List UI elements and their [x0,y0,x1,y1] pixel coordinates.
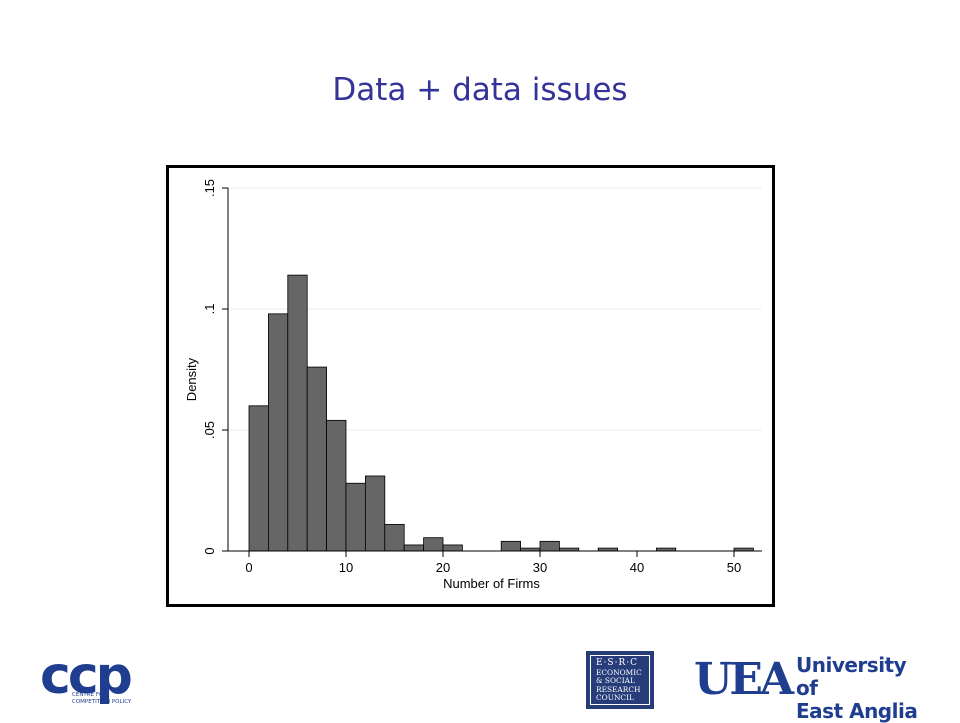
y-tick-label-0: 0 [202,547,217,554]
y-axis-title: Density [184,357,199,401]
ccp-subtitle-line-1: CENTRE FOR [72,692,108,698]
slide-title: Data + data issues [332,72,628,108]
esrc-logo-line-5: COUNCIL [596,693,634,703]
histogram-bar-13 [539,540,560,552]
ccp-logo-subtitle: CENTRE FOR COMPETITION POLICY [72,692,152,706]
x-tick-label-2: 20 [436,560,450,575]
axis-labels: 0 10 20 30 40 50 0 .05 .1 .15 Number of Firms Densi… [184,179,741,591]
y-tick-label-1: .05 [202,421,217,439]
ccp-logo-letters: ccp [40,646,133,706]
histogram-bar-8 [403,544,424,552]
x-tick-label-4: 40 [630,560,644,575]
histogram-bar-2 [287,274,308,552]
ccp-logo: ccp CENTRE FOR COMPETITION POLICY [40,646,152,714]
uea-logo-mark: UEA [694,654,794,705]
histogram-bar-9 [423,537,444,552]
uea-logo-name: University of East Anglia [796,654,924,723]
x-tick-label-5: 50 [727,560,741,575]
ccp-subtitle-line-2: COMPETITION POLICY [72,699,132,705]
uea-name-line-1: University of [796,653,907,700]
esrc-logo-line-2: ECONOMIC [596,667,642,677]
esrc-logo-line-4: RESEARCH [596,684,641,694]
histogram-bar-3 [306,366,327,552]
histogram-bar-11 [500,540,522,552]
y-tick-label-2: .1 [202,304,217,315]
axes [222,187,762,557]
histogram-chart: 0 10 20 30 40 50 0 .05 .1 .15 Number of Firms Densi… [184,179,762,591]
x-tick-label-0: 0 [245,560,252,575]
x-axis-title: Number of Firms [443,576,540,591]
histogram-bars [248,274,754,552]
esrc-logo-line-3: & SOCIAL [596,676,635,686]
x-tick-label-3: 30 [533,560,547,575]
y-tick-label-3: .15 [202,179,217,197]
esrc-logo-acronym: E·S·R·C [596,658,638,668]
histogram-bar-7 [384,523,405,552]
histogram-bar-1 [268,313,289,552]
uea-name-line-2: East Anglia [796,699,918,723]
histogram-bar-4 [326,419,347,552]
histogram-bar-6 [364,475,386,552]
histogram-bar-5 [345,482,366,552]
x-tick-label-1: 10 [339,560,353,575]
uea-logo: UEA University of East Anglia [694,652,924,723]
histogram-bar-0 [248,405,269,552]
chart-frame: 0 10 20 30 40 50 0 .05 .1 .15 Number of Firms Densi… [166,165,775,607]
histogram-bar-10 [442,544,463,552]
esrc-logo: E·S·R·C ECONOMIC & SOCIAL RESEARCH COUNC… [586,651,654,709]
